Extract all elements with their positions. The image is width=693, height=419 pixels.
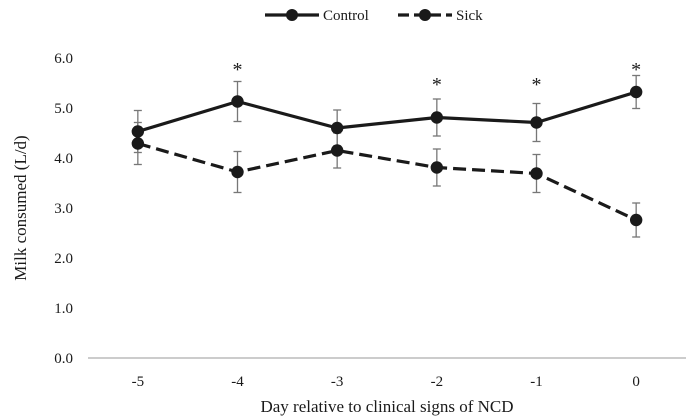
- legend-marker-swatch: [286, 9, 298, 21]
- data-point-control: [330, 121, 344, 135]
- x-tick-label: -4: [231, 374, 244, 390]
- legend-label: Sick: [456, 8, 483, 24]
- legend-marker-swatch: [419, 9, 431, 21]
- legend-item-sick: Sick: [398, 8, 483, 24]
- x-tick-label: -3: [331, 374, 344, 390]
- x-axis-ticks: -5 -4 -3 -2 -1 0: [132, 374, 640, 390]
- data-point-sick: [131, 137, 145, 150]
- y-tick-label: 0.0: [54, 351, 73, 367]
- data-point-control: [430, 111, 444, 124]
- series-line-sick: [137, 141, 637, 222]
- data-point-sick: [231, 165, 244, 179]
- significance-asterisk: *: [631, 59, 641, 81]
- x-tick-label: -5: [132, 374, 145, 390]
- legend: Control Sick: [265, 8, 483, 24]
- data-point-control: [131, 125, 145, 138]
- data-point-control: [530, 116, 543, 129]
- series-line-control: [137, 90, 637, 134]
- y-tick-label: 6.0: [54, 51, 73, 67]
- series-lines: [137, 90, 637, 222]
- significance-asterisk: *: [233, 59, 243, 81]
- significance-asterisk: *: [532, 74, 542, 96]
- x-axis-title: Day relative to clinical signs of NCD: [260, 397, 513, 416]
- y-tick-label: 1.0: [54, 301, 73, 317]
- x-tick-label: 0: [632, 374, 640, 390]
- data-point-sick: [629, 213, 643, 227]
- data-point-control: [231, 95, 244, 108]
- legend-label: Control: [323, 8, 369, 24]
- data-point-sick: [530, 167, 543, 180]
- significance-markers: * * * *: [233, 59, 642, 96]
- y-axis-ticks: 0.0 1.0 2.0 3.0 4.0 5.0 6.0: [54, 51, 73, 367]
- error-bars: [133, 74, 641, 238]
- significance-asterisk: *: [432, 74, 442, 96]
- x-tick-label: -2: [431, 374, 444, 390]
- y-tick-label: 4.0: [54, 151, 73, 167]
- series-points: [131, 85, 643, 227]
- x-tick-label: -1: [530, 374, 543, 390]
- data-point-control: [629, 85, 643, 99]
- y-tick-label: 2.0: [54, 251, 73, 267]
- y-axis-title: Milk consumed (L/d): [11, 135, 30, 280]
- data-point-sick: [430, 161, 444, 174]
- y-tick-label: 5.0: [54, 101, 73, 117]
- data-point-sick: [330, 144, 344, 157]
- y-tick-label: 3.0: [54, 201, 73, 217]
- legend-item-control: Control: [265, 8, 369, 24]
